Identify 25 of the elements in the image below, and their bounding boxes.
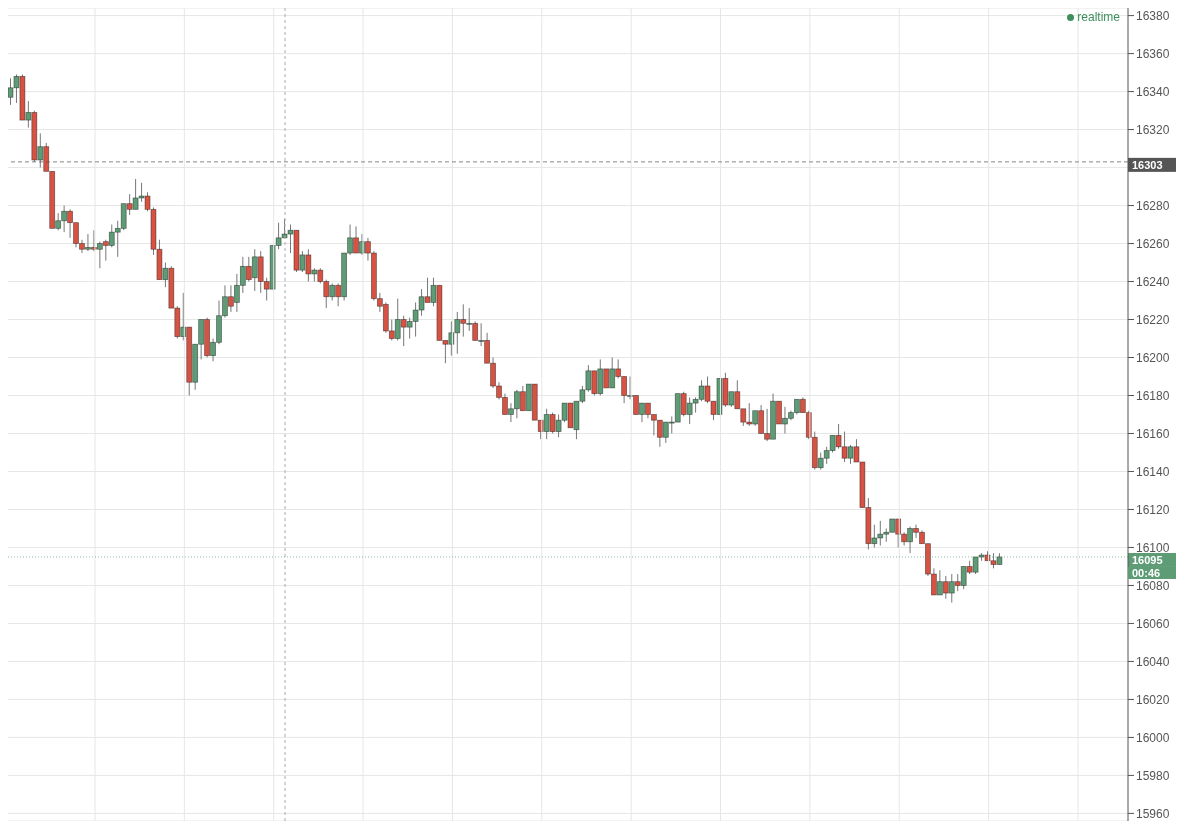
y-tick-label: 16280 xyxy=(1136,198,1170,213)
y-tick-label: 16000 xyxy=(1136,730,1170,745)
y-tick-label: 16120 xyxy=(1136,502,1170,517)
y-tick-label: 16020 xyxy=(1136,692,1170,707)
text: 00:46 xyxy=(1128,566,1176,579)
y-tick-label: 16380 xyxy=(1136,8,1170,23)
y-tick-label: 16200 xyxy=(1136,350,1170,365)
annotation: realtime xyxy=(1077,10,1120,24)
y-tick-label: 16080 xyxy=(1136,578,1170,593)
y-tick-label: 15960 xyxy=(1136,806,1170,821)
y-tick-label: 16240 xyxy=(1136,274,1170,289)
y-tick-label: 16060 xyxy=(1136,616,1170,631)
y-tick-label: 16260 xyxy=(1136,236,1170,251)
y-tick-label: 16140 xyxy=(1136,464,1170,479)
y-tick-label: 16160 xyxy=(1136,426,1170,441)
y-tick-label: 16180 xyxy=(1136,388,1170,403)
ref-line-label: 16095 xyxy=(1132,553,1163,566)
y-tick-label: 16320 xyxy=(1136,122,1170,137)
y-tick-label: 16220 xyxy=(1136,312,1170,327)
ref-line-label: 16303 xyxy=(1132,158,1163,171)
y-tick-label: 16100 xyxy=(1136,540,1170,555)
y-tick-label: 16040 xyxy=(1136,654,1170,669)
y-tick-label: 16340 xyxy=(1136,84,1170,99)
y-tick-label: 16360 xyxy=(1136,46,1170,61)
y-tick-label: 15980 xyxy=(1136,768,1170,783)
